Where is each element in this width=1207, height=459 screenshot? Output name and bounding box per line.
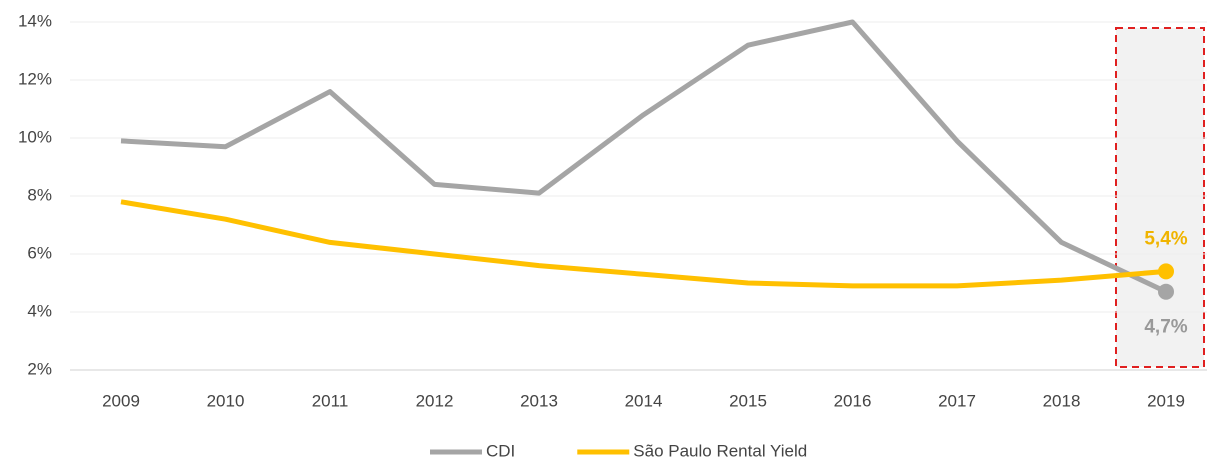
line bbox=[120, 199, 1167, 289]
x-tick-label: 2013 bbox=[520, 391, 558, 410]
x-tick-label: 2016 bbox=[834, 391, 872, 410]
x-tick-label: 2010 bbox=[207, 391, 245, 410]
x-tick-label: 2011 bbox=[312, 391, 349, 410]
y-tick-label: 14% bbox=[18, 11, 52, 30]
legend-label: São Paulo Rental Yield bbox=[633, 441, 807, 459]
x-tick-label: 2012 bbox=[416, 391, 454, 410]
y-tick-label: 12% bbox=[18, 69, 52, 88]
end-point bbox=[1158, 263, 1174, 280]
value-label: 5,4% bbox=[1144, 228, 1187, 249]
legend-label: CDI bbox=[486, 441, 515, 459]
x-tick-label: 2009 bbox=[102, 391, 140, 410]
x-tick-label: 2018 bbox=[1043, 391, 1081, 410]
y-tick-label: 8% bbox=[27, 185, 52, 204]
value-label: 4,7% bbox=[1144, 317, 1187, 338]
x-tick-label: 2015 bbox=[729, 391, 767, 410]
highlight-box bbox=[1115, 27, 1205, 368]
y-tick-label: 2% bbox=[27, 359, 52, 378]
y-tick-label: 6% bbox=[27, 243, 52, 262]
x-tick-label: 2017 bbox=[938, 391, 976, 410]
x-tick-label: 2014 bbox=[625, 391, 663, 410]
y-tick-label: 10% bbox=[18, 127, 52, 146]
end-point bbox=[1158, 283, 1174, 300]
x-tick-label: 2019 bbox=[1147, 391, 1185, 410]
line bbox=[120, 19, 1168, 294]
y-tick-label: 4% bbox=[27, 301, 52, 320]
